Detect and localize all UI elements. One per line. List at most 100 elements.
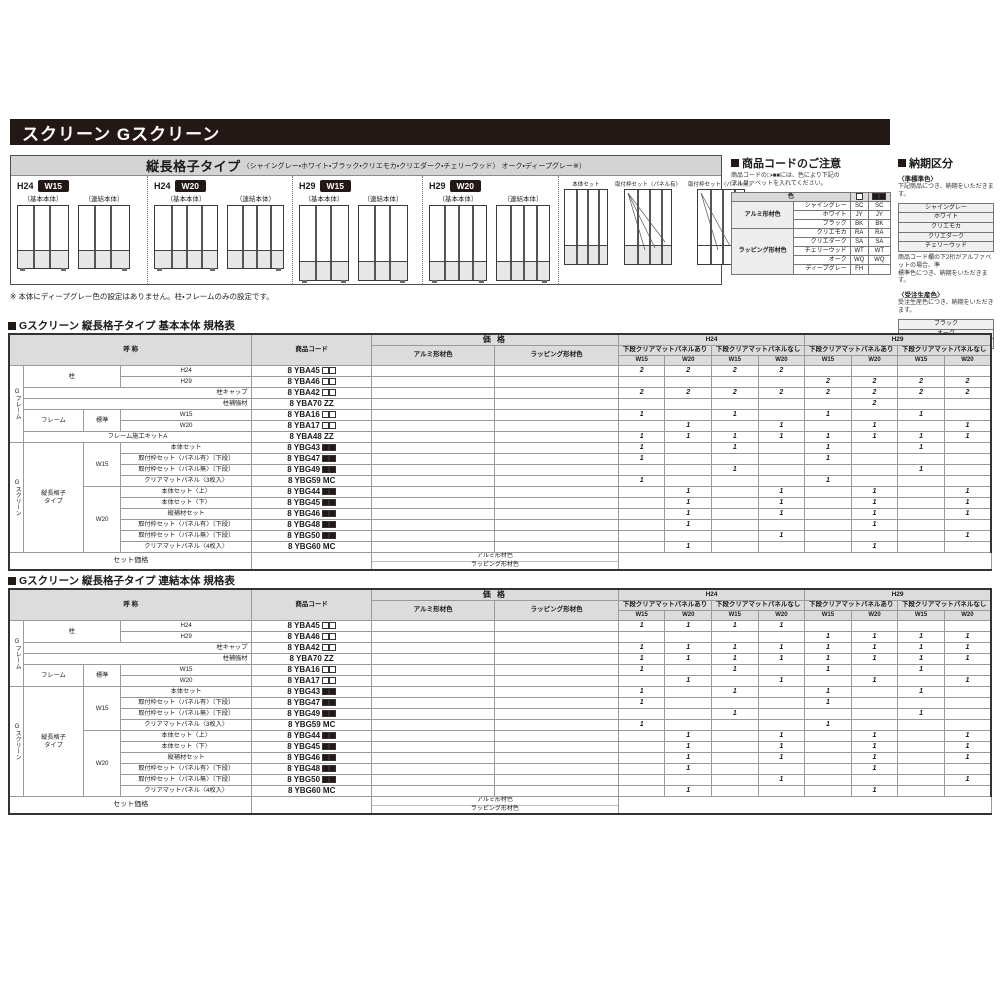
col-header-price-wrap: ラッピング形材色: [494, 345, 619, 366]
col-header-width-w15: W15: [711, 355, 759, 366]
qty-cell: 1: [850, 741, 899, 753]
color-name: ブラック: [898, 318, 994, 330]
price-alumi: [370, 420, 496, 432]
qty-cell: [897, 365, 945, 377]
black-square-icon: [322, 466, 330, 474]
qty-cell: [897, 719, 945, 731]
qty-cell: [850, 442, 899, 454]
unit-caption: （連結本体）: [236, 196, 275, 203]
table-row: クリアマットパネル〈3枚入〉 8 YBG59 MC 1 1: [9, 719, 992, 731]
delivery-desc-madetoorder: 受注生産色につき、納期をいただきます。: [898, 300, 994, 315]
table-row: Gスクリーン 縦長格子 タイプ W15 本体セット 8 YBG43 1 1 1 1: [7, 442, 992, 553]
row-group-label: 縦長格子 タイプ: [22, 442, 85, 553]
table-row: W20 本体セット〈上〉 8 YBG44 1 1 1 1: [9, 730, 992, 797]
qty-cell: [850, 697, 899, 709]
row-name: W15: [119, 409, 253, 421]
qty-cell: [897, 486, 945, 498]
qty-cell: [804, 497, 852, 509]
qty-cell: [804, 398, 852, 410]
row-subgroup-label: W15: [83, 442, 121, 487]
col-header-panel-with: 下段クリアマットパネルあり: [617, 600, 713, 611]
black-square-icon: [329, 754, 337, 762]
table-header-row: 色: [731, 191, 892, 202]
qty-cell: 1: [850, 730, 899, 742]
table-row: 柱キャップ 8 YBA42 1 1 1 1 1 1 1 1: [9, 642, 992, 654]
qty-cell: 1: [757, 620, 806, 632]
product-code: 8 YBG48: [251, 519, 372, 531]
qty-cell: [711, 541, 759, 553]
qty-cell: [757, 376, 806, 388]
price-wrap: [494, 653, 619, 665]
table-row: 取付枠セット〈パネル有〉〔下段〕 8 YBG48 1 1: [9, 519, 992, 531]
qty-cell: 1: [711, 664, 759, 676]
qty-cell: [943, 686, 992, 698]
qty-cell: [897, 774, 945, 786]
table-row: W20 本体セット〈上〉 8 YBG44 1 1 1 1: [9, 486, 992, 553]
qty-cell: 1: [850, 420, 899, 432]
code-color-marks: [322, 455, 337, 464]
white-square-icon: [855, 192, 863, 200]
qty-cell: [897, 785, 945, 797]
price-alumi: [370, 508, 496, 520]
delivery-desc-standard: 下記商品につき、納期をいただきます。: [898, 184, 994, 198]
price-wrap: [494, 620, 619, 632]
qty-cell: [617, 508, 666, 520]
code-black: JY: [867, 209, 892, 220]
product-code: 8 YBG45: [251, 497, 372, 509]
spec-table: 呼 称商品コード価 格 H24 H29 アルミ形材色 ラッピング形材色 下段クリアマットパ…: [7, 588, 993, 815]
page-title: スクリーン Gスクリーン: [22, 124, 221, 144]
qty-cell: 1: [664, 741, 713, 753]
qty-cell: 2: [711, 365, 759, 377]
price-wrap: [494, 631, 619, 643]
qty-cell: [664, 464, 713, 476]
price-alumi: [370, 497, 496, 509]
table-row: フレーム 標準 W15 8 YBA16 1 1 1 1: [9, 409, 992, 432]
col-header-width-w15: W15: [617, 355, 666, 366]
black-square-icon: [329, 488, 337, 496]
table-row: H29 8 YBA46 1 1 1 1: [9, 631, 992, 643]
qty-cell: [897, 453, 945, 465]
table-header-row: アルミ形材色 ラッピング形材色 下段クリアマットパネルあり 下段クリアマットパネルなし…: [9, 345, 993, 366]
price-wrap: [494, 376, 619, 388]
qty-cell: 1: [757, 741, 806, 753]
fence-unit-basic: （基本本体）: [17, 193, 69, 271]
col-header-price-alumi: アルミ形材色: [370, 600, 496, 621]
qty-cell: 1: [617, 686, 666, 698]
row-name: 本体セット: [119, 442, 253, 454]
code-black: SA: [867, 237, 892, 248]
white-square-icon: [328, 367, 336, 375]
fence-unit-linked: （連結本体）: [496, 193, 550, 283]
black-square-icon: [329, 510, 337, 518]
table-row: ディープグレー FH: [732, 264, 892, 275]
product-code: 8 YBA46: [251, 631, 372, 643]
code-black: BK: [867, 218, 892, 230]
white-square-icon: [321, 378, 329, 386]
qty-cell: [804, 486, 852, 498]
product-code: 8 YBG49: [251, 464, 372, 476]
code-white: RA: [849, 228, 869, 239]
qty-cell: 2: [804, 376, 852, 388]
white-square-icon: [328, 666, 336, 674]
qty-cell: [897, 741, 945, 753]
table-row: 柱補強材 8 YBA70 ZZ 1 1 1 1 1 1 1 1: [9, 653, 992, 665]
qty-cell: [943, 697, 992, 709]
white-square-icon: [328, 422, 336, 430]
qty-cell: [897, 541, 945, 553]
qty-cell: 1: [804, 453, 852, 465]
white-square-icon: [328, 633, 336, 641]
product-code: 8 YBG46: [251, 752, 372, 764]
qty-cell: 1: [897, 708, 945, 720]
qty-cell: 1: [617, 697, 666, 709]
col-header-price: 価 格: [370, 333, 619, 346]
qty-cell: 2: [850, 387, 899, 399]
table-row: Gフレーム柱 H24 8 YBA45 1 1 1 1: [7, 620, 992, 687]
footnote: ※ 本体にディープグレー色の設定はありません。柱・フレームのみの設定です。: [10, 292, 274, 301]
color-name: ホワイト: [898, 212, 994, 223]
qty-cell: [757, 763, 806, 775]
code-color-marks: [322, 754, 337, 763]
price-line-alumi: アルミ形材色: [372, 797, 618, 806]
black-square-icon: [322, 521, 330, 529]
qty-cell: 1: [617, 664, 666, 676]
qty-cell: 2: [617, 387, 666, 399]
code-color-marks: [322, 699, 337, 708]
